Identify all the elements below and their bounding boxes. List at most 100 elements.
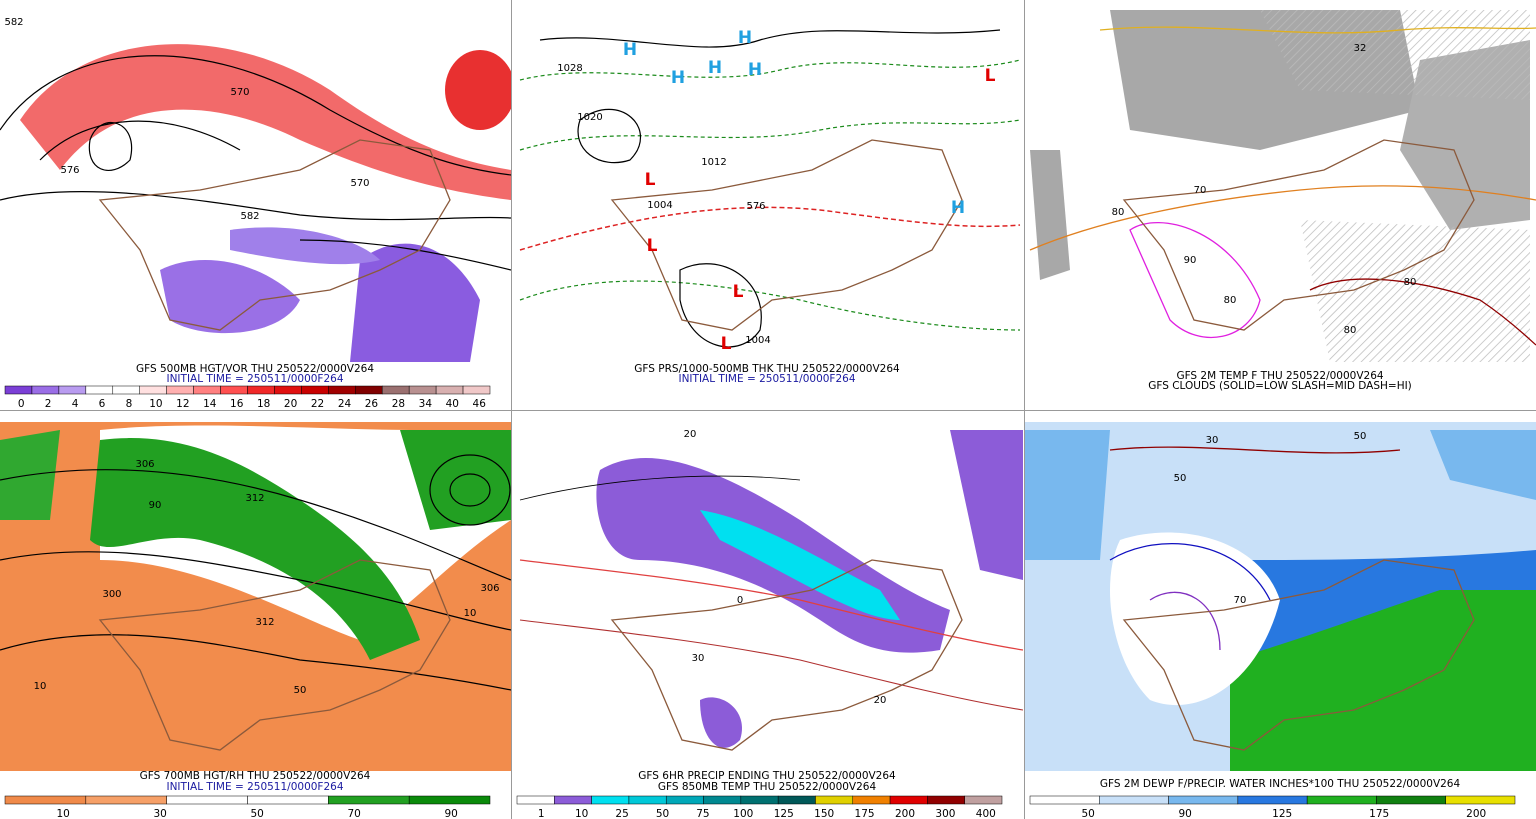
map-label: L [721, 334, 732, 354]
colorbar-label: 50 [656, 808, 669, 819]
map-label: 570 [350, 178, 369, 189]
colorbar-swatch [274, 385, 302, 395]
colorbar-label: 400 [976, 808, 996, 819]
map-label: 1004 [647, 200, 672, 211]
colorbar-label: 30 [154, 808, 167, 819]
map-label: H [708, 58, 722, 78]
colorbar-label: 8 [126, 398, 133, 410]
colorbar-swatch [247, 795, 329, 805]
map-label: 80 [1344, 325, 1357, 336]
map-label: 32 [1354, 43, 1367, 54]
map-label: 80 [1112, 207, 1125, 218]
caption: GFS 700MB HGT/RH THU 250522/0000V264 [140, 770, 371, 782]
map-label: 50 [294, 685, 307, 696]
colorbar-label: 50 [1082, 808, 1095, 819]
colorbar-label: 6 [99, 398, 106, 410]
map-label: L [647, 236, 658, 256]
colorbar-label: 10 [149, 398, 162, 410]
map-label: 80 [1224, 295, 1237, 306]
colorbar-swatch [166, 795, 248, 805]
colorbar-swatch [665, 795, 704, 805]
colorbar-label: 16 [230, 398, 244, 410]
colorbar-label: 2 [45, 398, 52, 410]
colorbar-swatch [462, 385, 491, 395]
map-label: 300 [102, 589, 121, 600]
colorbar-swatch [139, 385, 167, 395]
colorbar-swatch [408, 795, 491, 805]
colorbar-swatch [591, 795, 630, 805]
colorbar-swatch [31, 385, 60, 395]
map-label: H [671, 68, 685, 88]
colorbar-swatch [516, 795, 555, 805]
caption: INITIAL TIME = 250511/0000F264 [166, 781, 343, 793]
colorbar-swatch [4, 385, 33, 395]
map-label: 30 [692, 653, 705, 664]
colorbar-swatch [852, 795, 891, 805]
colorbar-label: 24 [338, 398, 352, 410]
colorbar-swatch [964, 795, 1003, 805]
colorbar-swatch [112, 385, 140, 395]
map-label: 50 [1354, 431, 1367, 442]
map-label: H [951, 198, 965, 218]
colorbar-label: 22 [311, 398, 324, 410]
colorbar-label: 100 [733, 808, 753, 819]
map-label: 0 [737, 595, 743, 606]
colorbar-label: 12 [176, 398, 189, 410]
colorbar-label: 25 [615, 808, 628, 819]
colorbar-label: 200 [1466, 808, 1486, 819]
colorbar-label: 34 [419, 398, 433, 410]
colorbar-swatch [85, 795, 167, 805]
map-label: H [738, 28, 752, 48]
colorbar-swatch [408, 385, 437, 395]
colorbar-label: 150 [814, 808, 834, 819]
map-label: 10 [34, 681, 47, 692]
map-2m-temp [1029, 10, 1536, 362]
map-label: 50 [1174, 473, 1187, 484]
colorbar-swatch [1376, 795, 1446, 805]
colorbar-swatch [1099, 795, 1169, 805]
colorbar-label: 40 [446, 398, 459, 410]
colorbar-label: 4 [72, 398, 79, 410]
map-label: 20 [874, 695, 887, 706]
colorbar-swatch [4, 795, 87, 805]
colorbar-label: 0 [18, 398, 25, 410]
map-label: 582 [4, 17, 23, 28]
map-thickness [519, 29, 1021, 348]
colorbar-label: 70 [348, 808, 361, 819]
colorbar-label: 200 [895, 808, 915, 819]
map-label: 10 [464, 608, 477, 619]
caption: GFS CLOUDS (SOLID=LOW SLASH=MID DASH=HI) [1148, 380, 1412, 392]
map-label: 306 [135, 459, 154, 470]
colorbar-swatch [381, 385, 410, 395]
map-label: 576 [746, 201, 765, 212]
colorbar-swatch [703, 795, 742, 805]
map-label: L [645, 170, 656, 190]
map-label: 306 [480, 583, 499, 594]
map-label: 80 [1404, 277, 1417, 288]
map-label: L [985, 66, 996, 86]
map-500mb [0, 44, 511, 362]
colorbar-swatch [166, 385, 194, 395]
map-label: 1004 [745, 335, 770, 346]
map-label: 1012 [701, 157, 726, 168]
colorbar-swatch [58, 385, 87, 395]
colorbar-swatch [628, 795, 667, 805]
colorbar-label: 26 [365, 398, 379, 410]
caption: GFS 2M TEMP F THU 250522/0000V264 [1176, 370, 1383, 382]
colorbar-swatch [815, 795, 854, 805]
colorbar-swatch [193, 385, 221, 395]
map-label: 312 [245, 493, 264, 504]
colorbar-swatch [1168, 795, 1239, 805]
map-precip [519, 430, 1023, 751]
caption: GFS 500MB HGT/VOR THU 250522/0000V264 [136, 363, 374, 375]
map-label: L [733, 282, 744, 302]
colorbar-swatch [777, 795, 816, 805]
colorbar-label: 90 [445, 808, 458, 819]
colorbar-label: 28 [392, 398, 405, 410]
colorbar-label: 175 [855, 808, 875, 819]
colorbar-label: 20 [284, 398, 297, 410]
map-label: H [623, 40, 637, 60]
colorbar-swatch [85, 385, 114, 395]
colorbar-label: 14 [203, 398, 217, 410]
colorbar-swatch [927, 795, 965, 805]
